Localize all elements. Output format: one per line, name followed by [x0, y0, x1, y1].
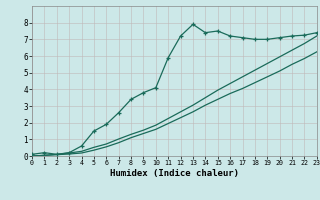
X-axis label: Humidex (Indice chaleur): Humidex (Indice chaleur) [110, 169, 239, 178]
